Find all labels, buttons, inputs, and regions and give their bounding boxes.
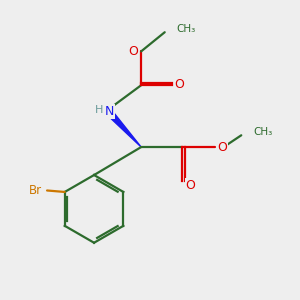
Text: N: N: [105, 105, 114, 118]
Text: Br: Br: [29, 184, 42, 197]
Text: O: O: [186, 179, 196, 192]
Text: O: O: [217, 141, 227, 154]
Text: O: O: [175, 78, 184, 91]
Text: CH₃: CH₃: [254, 127, 273, 137]
Text: CH₃: CH₃: [176, 24, 196, 34]
Text: O: O: [128, 45, 138, 58]
Polygon shape: [105, 108, 141, 147]
Text: H: H: [95, 105, 103, 115]
